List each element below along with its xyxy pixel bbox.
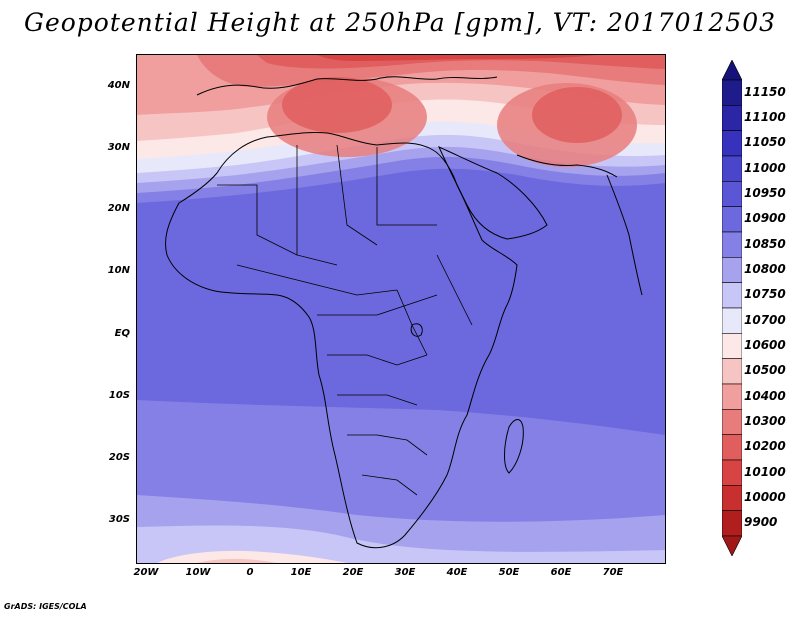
lon-label-20e: 20E xyxy=(342,567,364,578)
colorbar-swatch xyxy=(722,510,742,537)
colorbar-swatch xyxy=(722,485,742,511)
colorbar-swatch xyxy=(722,282,742,309)
colorbar xyxy=(722,60,742,556)
colorbar-label: 10400 xyxy=(744,388,786,403)
madagascar-coast xyxy=(504,419,524,474)
lon-label-60e: 60E xyxy=(550,567,572,578)
lat-label-10n: 10N xyxy=(107,265,130,276)
lat-label-40n: 40N xyxy=(107,80,130,91)
lat-label-eq: EQ xyxy=(114,328,130,339)
lon-label-50e: 50E xyxy=(498,567,520,578)
coastlines xyxy=(165,76,643,549)
border-horn xyxy=(436,254,473,326)
colorbar-swatch xyxy=(722,206,742,233)
colorbar-label: 10850 xyxy=(744,236,786,251)
colorbar-swatch xyxy=(722,358,742,385)
lon-label-20w: 20W xyxy=(133,567,159,578)
map-title: Geopotential Height at 250hPa [gpm], VT:… xyxy=(23,8,777,37)
border-w-sahara xyxy=(217,184,298,256)
lon-label-0: 0 xyxy=(246,567,254,578)
field-band-south-10700 xyxy=(157,550,347,563)
colorbar-swatch xyxy=(722,105,742,131)
colorbar-swatch xyxy=(722,155,742,182)
border-algeria-mali xyxy=(296,145,338,266)
border-egypt-sudan xyxy=(376,147,437,226)
border-southern xyxy=(347,434,428,456)
border-east-africa xyxy=(396,289,428,356)
colorbar-label: 10200 xyxy=(744,439,786,454)
colorbar-label: 10950 xyxy=(744,186,786,200)
height-field-map xyxy=(137,55,665,563)
colorbar-swatch xyxy=(722,231,742,258)
lat-label-20s: 20S xyxy=(108,452,130,463)
lat-label-20n: 20N xyxy=(107,203,130,214)
colorbar-swatch xyxy=(722,459,742,486)
colorbar-swatch xyxy=(722,409,742,435)
colorbar-label: 10700 xyxy=(744,312,786,327)
colorbar-swatch xyxy=(722,181,742,207)
colorbar-label: 11150 xyxy=(744,84,786,99)
asia-coast xyxy=(516,154,618,178)
colorbar-swatch xyxy=(722,434,742,461)
colorbar-label: 11100 xyxy=(744,110,786,124)
india-coast xyxy=(606,174,643,296)
colorbar-label: 10300 xyxy=(744,414,786,428)
colorbar-label: 11050 xyxy=(744,135,786,150)
colorbar-label: 10500 xyxy=(744,363,786,378)
border-central xyxy=(317,294,438,316)
arabia-coast xyxy=(438,146,548,240)
colorbar-label: 11000 xyxy=(744,160,786,175)
colorbar-label: 10000 xyxy=(744,490,786,504)
colorbar-swatch xyxy=(722,307,742,334)
colorbar-top-arrow xyxy=(722,60,742,81)
border-botswana xyxy=(361,474,418,496)
colorbar-label: 10100 xyxy=(744,464,786,479)
colorbar-swatch xyxy=(722,333,742,359)
border-sahel xyxy=(236,264,398,296)
colorbar-swatch xyxy=(722,130,742,157)
lon-label-10w: 10W xyxy=(185,567,211,578)
field-lobe-north-africa-core xyxy=(282,77,392,133)
country-borders xyxy=(217,144,473,496)
colorbar-bottom-arrow xyxy=(722,535,742,556)
lat-label-10s: 10S xyxy=(108,390,130,401)
colorbar-swatch xyxy=(722,257,742,283)
lon-label-70e: 70E xyxy=(602,567,624,578)
field-band-north-10200 xyxy=(317,55,597,61)
lon-label-40e: 40E xyxy=(446,567,468,578)
lon-label-10e: 10E xyxy=(290,567,312,578)
colorbar-label: 10600 xyxy=(744,338,786,352)
africa-coast xyxy=(165,132,518,549)
lat-label-30s: 30S xyxy=(108,514,130,525)
border-congo xyxy=(327,354,428,366)
field-band-south-10600 xyxy=(197,558,277,563)
border-angola-zambia xyxy=(337,394,418,406)
colorbar-swatch xyxy=(722,383,742,410)
colorbar-label: 10900 xyxy=(744,211,786,226)
lon-label-30e: 30E xyxy=(394,567,416,578)
colorbar-label: 10750 xyxy=(744,287,786,302)
credit-text: GrADS: IGES/COLA xyxy=(4,602,87,611)
colorbar-swatch xyxy=(722,79,742,106)
border-libya xyxy=(336,144,378,246)
map-area xyxy=(136,54,666,564)
lake-victoria xyxy=(410,323,423,337)
lat-label-30n: 30N xyxy=(107,142,130,153)
field-lobe-middle-east-core xyxy=(532,87,622,143)
colorbar-label: 9900 xyxy=(744,515,778,530)
europe-coast xyxy=(196,76,498,96)
colorbar-label: 10800 xyxy=(744,262,786,276)
